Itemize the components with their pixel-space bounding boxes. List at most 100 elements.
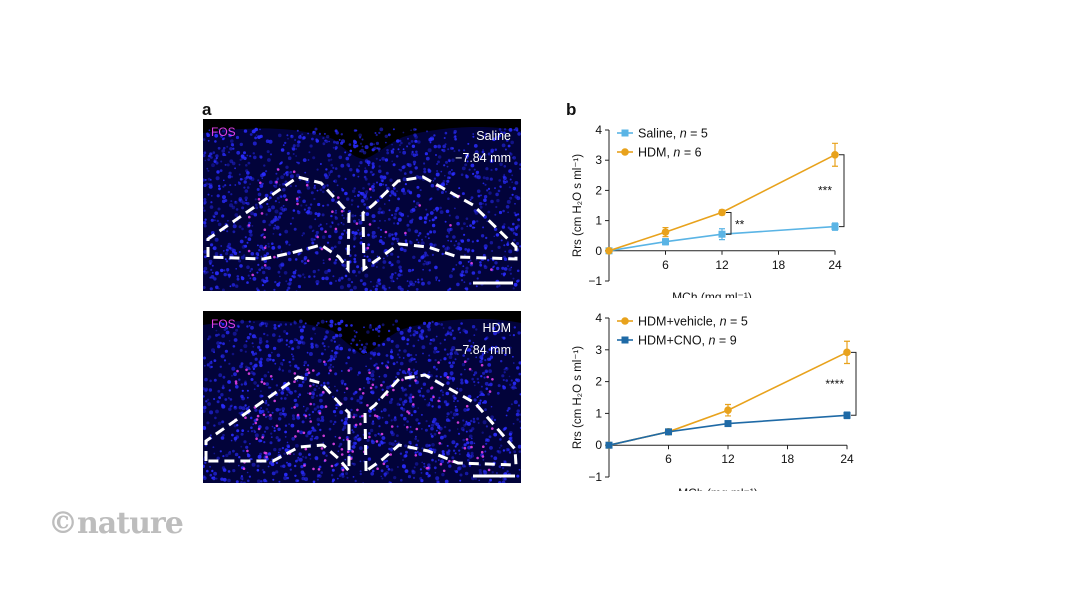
nucleus-dot	[229, 184, 232, 187]
nucleus-dot	[297, 340, 302, 345]
nucleus-dot	[306, 186, 311, 190]
nucleus-dot	[417, 446, 420, 449]
nucleus-dot	[470, 419, 473, 423]
nucleus-dot	[420, 278, 424, 281]
nucleus-dot	[321, 276, 325, 281]
nucleus-dot	[373, 364, 376, 367]
nucleus-dot	[203, 270, 206, 273]
nucleus-dot	[212, 446, 215, 449]
nucleus-dot	[435, 375, 438, 378]
nucleus-dot	[386, 148, 389, 152]
nucleus-dot	[307, 392, 309, 394]
nucleus-dot	[517, 444, 521, 449]
nucleus-dot	[265, 139, 270, 143]
nucleus-dot	[390, 279, 394, 283]
fos-spot	[349, 457, 353, 460]
nucleus-dot	[396, 425, 399, 428]
x-tick-label: 12	[721, 452, 735, 466]
nucleus-dot	[354, 214, 357, 217]
fos-spot	[414, 379, 417, 382]
fos-spot	[263, 382, 266, 385]
y-tick-label: 3	[595, 153, 602, 167]
nucleus-dot	[250, 252, 255, 256]
nucleus-dot	[230, 439, 233, 442]
nucleus-dot	[390, 447, 394, 451]
nucleus-dot	[432, 365, 436, 369]
nucleus-dot	[505, 367, 508, 370]
nucleus-dot	[485, 176, 489, 181]
nucleus-dot	[333, 179, 338, 183]
nucleus-dot	[411, 150, 414, 153]
nucleus-dot	[219, 169, 223, 172]
nucleus-dot	[245, 201, 248, 205]
nucleus-dot	[393, 216, 397, 220]
nucleus-dot	[408, 410, 411, 412]
nucleus-dot	[359, 142, 363, 145]
nucleus-dot	[433, 346, 438, 351]
nucleus-dot	[503, 371, 506, 374]
nucleus-dot	[294, 464, 297, 468]
nucleus-dot	[409, 191, 413, 195]
nucleus-dot	[313, 407, 317, 411]
nucleus-dot	[396, 371, 400, 376]
nucleus-dot	[494, 261, 498, 265]
nucleus-dot	[282, 187, 286, 192]
fos-spot	[407, 368, 411, 371]
nucleus-dot	[264, 401, 268, 405]
fos-spot	[482, 445, 485, 448]
nucleus-dot	[235, 480, 239, 483]
nucleus-dot	[441, 393, 445, 397]
nucleus-dot	[326, 203, 330, 207]
nucleus-dot	[375, 157, 378, 160]
nucleus-dot	[238, 197, 243, 201]
nucleus-dot	[447, 158, 451, 162]
nucleus-dot	[516, 474, 520, 478]
nucleus-dot	[253, 212, 258, 217]
nucleus-dot	[353, 257, 356, 261]
nucleus-dot	[359, 472, 362, 476]
nucleus-dot	[281, 369, 285, 372]
nucleus-dot	[412, 255, 416, 259]
nucleus-dot	[300, 341, 304, 344]
nucleus-dot	[219, 341, 222, 345]
nucleus-dot	[477, 270, 482, 274]
nucleus-dot	[460, 373, 463, 376]
nucleus-dot	[501, 272, 503, 275]
nucleus-dot	[504, 148, 507, 151]
nucleus-dot	[396, 361, 399, 364]
nucleus-dot	[303, 262, 306, 265]
fos-spot	[295, 197, 299, 200]
nucleus-dot	[378, 207, 382, 211]
nucleus-dot	[310, 237, 314, 242]
nucleus-dot	[228, 362, 231, 365]
nucleus-dot	[499, 438, 502, 441]
fos-spot	[486, 375, 490, 379]
nucleus-dot	[388, 234, 391, 238]
nucleus-dot	[397, 217, 402, 222]
nucleus-dot	[380, 211, 383, 214]
nucleus-dot	[477, 395, 480, 398]
fos-spot	[358, 388, 362, 391]
nucleus-dot	[222, 146, 226, 150]
nucleus-dot	[487, 384, 490, 386]
nucleus-dot	[320, 384, 323, 387]
nucleus-dot	[467, 445, 471, 450]
nucleus-dot	[343, 396, 348, 401]
significance-label: ***	[818, 184, 832, 198]
nucleus-dot	[376, 281, 379, 284]
nucleus-dot	[403, 416, 407, 421]
nucleus-dot	[490, 405, 493, 408]
nucleus-dot	[298, 135, 302, 139]
nucleus-dot	[215, 333, 218, 337]
nucleus-dot	[437, 322, 440, 326]
nucleus-dot	[340, 419, 344, 422]
data-point	[662, 238, 669, 246]
nucleus-dot	[240, 154, 245, 159]
fos-spot	[304, 447, 308, 451]
nucleus-dot	[450, 146, 454, 150]
nucleus-dot	[255, 134, 258, 136]
nucleus-dot	[491, 348, 495, 352]
nucleus-dot	[501, 322, 504, 325]
nucleus-dot	[406, 429, 408, 431]
nucleus-dot	[319, 398, 323, 403]
